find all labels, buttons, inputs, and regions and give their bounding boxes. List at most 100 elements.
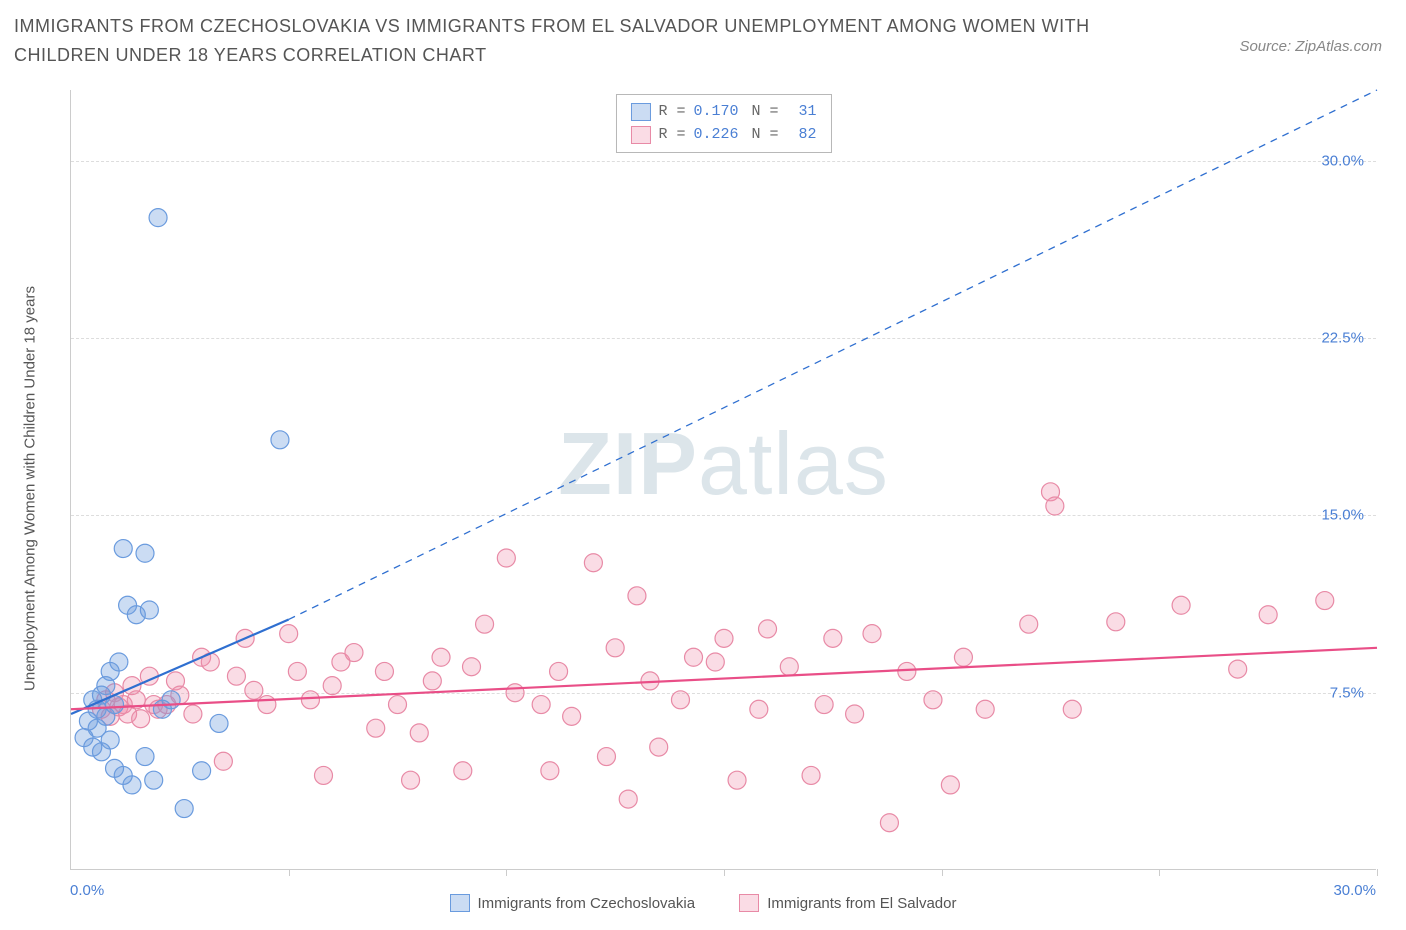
- scatter-point: [288, 662, 306, 680]
- chart-title: IMMIGRANTS FROM CZECHOSLOVAKIA VS IMMIGR…: [14, 12, 1126, 70]
- y-axis-title: Unemployment Among Women with Children U…: [22, 286, 39, 691]
- legend-label-b: Immigrants from El Salvador: [767, 895, 956, 912]
- scatter-point: [1259, 606, 1277, 624]
- scatter-point: [280, 625, 298, 643]
- scatter-point: [941, 776, 959, 794]
- scatter-point: [214, 752, 232, 770]
- r-value-a: 0.170: [694, 101, 744, 124]
- scatter-point: [454, 762, 472, 780]
- scatter-point: [750, 700, 768, 718]
- scatter-point: [880, 814, 898, 832]
- scatter-point: [728, 771, 746, 789]
- scatter-point: [824, 629, 842, 647]
- chart-container: IMMIGRANTS FROM CZECHOSLOVAKIA VS IMMIGR…: [0, 0, 1406, 930]
- bottom-legend: Immigrants from Czechoslovakia Immigrant…: [0, 894, 1406, 916]
- scatter-point: [136, 544, 154, 562]
- scatter-point: [954, 648, 972, 666]
- x-tick: [1159, 869, 1160, 876]
- scatter-svg: [71, 90, 1376, 869]
- stats-row-a: R = 0.170 N = 31: [630, 101, 816, 124]
- scatter-point: [410, 724, 428, 742]
- legend-item-a: Immigrants from Czechoslovakia: [450, 894, 696, 912]
- scatter-point: [1107, 613, 1125, 631]
- scatter-point: [584, 554, 602, 572]
- scatter-point: [101, 731, 119, 749]
- scatter-point: [815, 696, 833, 714]
- n-value-a: 31: [787, 101, 817, 124]
- scatter-point: [715, 629, 733, 647]
- scatter-point: [227, 667, 245, 685]
- n-label-a: N =: [752, 101, 779, 124]
- scatter-point: [541, 762, 559, 780]
- scatter-point: [628, 587, 646, 605]
- legend-swatch-b-icon: [739, 894, 759, 912]
- scatter-point: [1316, 592, 1334, 610]
- swatch-a-icon: [630, 103, 650, 121]
- scatter-point: [550, 662, 568, 680]
- scatter-point: [175, 800, 193, 818]
- x-tick: [1377, 869, 1378, 876]
- scatter-point: [671, 691, 689, 709]
- scatter-point: [110, 653, 128, 671]
- stats-legend-box: R = 0.170 N = 31 R = 0.226 N = 82: [615, 94, 831, 153]
- scatter-point: [506, 684, 524, 702]
- scatter-point: [759, 620, 777, 638]
- scatter-point: [314, 766, 332, 784]
- scatter-point: [606, 639, 624, 657]
- stats-row-b: R = 0.226 N = 82: [630, 124, 816, 147]
- scatter-point: [323, 677, 341, 695]
- n-value-b: 82: [787, 124, 817, 147]
- scatter-point: [145, 771, 163, 789]
- scatter-point: [271, 431, 289, 449]
- scatter-point: [597, 748, 615, 766]
- scatter-point: [423, 672, 441, 690]
- scatter-point: [1020, 615, 1038, 633]
- scatter-point: [898, 662, 916, 680]
- scatter-point: [258, 696, 276, 714]
- scatter-point: [532, 696, 550, 714]
- scatter-point: [193, 762, 211, 780]
- scatter-point: [367, 719, 385, 737]
- scatter-point: [210, 714, 228, 732]
- swatch-b-icon: [630, 126, 650, 144]
- regression-line: [71, 648, 1377, 709]
- scatter-point: [619, 790, 637, 808]
- scatter-point: [136, 748, 154, 766]
- scatter-point: [497, 549, 515, 567]
- scatter-point: [476, 615, 494, 633]
- r-label-b: R =: [658, 124, 685, 147]
- scatter-point: [389, 696, 407, 714]
- scatter-point: [132, 710, 150, 728]
- scatter-point: [149, 209, 167, 227]
- r-value-b: 0.226: [694, 124, 744, 147]
- scatter-point: [780, 658, 798, 676]
- scatter-point: [162, 691, 180, 709]
- x-tick: [506, 869, 507, 876]
- scatter-point: [245, 681, 263, 699]
- scatter-point: [1063, 700, 1081, 718]
- scatter-point: [402, 771, 420, 789]
- scatter-point: [563, 707, 581, 725]
- scatter-point: [1172, 596, 1190, 614]
- r-label-a: R =: [658, 101, 685, 124]
- scatter-point: [706, 653, 724, 671]
- scatter-point: [924, 691, 942, 709]
- scatter-point: [1229, 660, 1247, 678]
- x-tick: [942, 869, 943, 876]
- scatter-point: [1046, 497, 1064, 515]
- scatter-point: [345, 644, 363, 662]
- scatter-point: [140, 601, 158, 619]
- scatter-point: [375, 662, 393, 680]
- scatter-point: [123, 776, 141, 794]
- legend-swatch-a-icon: [450, 894, 470, 912]
- scatter-point: [650, 738, 668, 756]
- scatter-point: [432, 648, 450, 666]
- x-tick: [289, 869, 290, 876]
- scatter-point: [301, 691, 319, 709]
- n-label-b: N =: [752, 124, 779, 147]
- scatter-point: [463, 658, 481, 676]
- scatter-point: [802, 766, 820, 784]
- scatter-point: [976, 700, 994, 718]
- legend-label-a: Immigrants from Czechoslovakia: [478, 895, 696, 912]
- scatter-point: [846, 705, 864, 723]
